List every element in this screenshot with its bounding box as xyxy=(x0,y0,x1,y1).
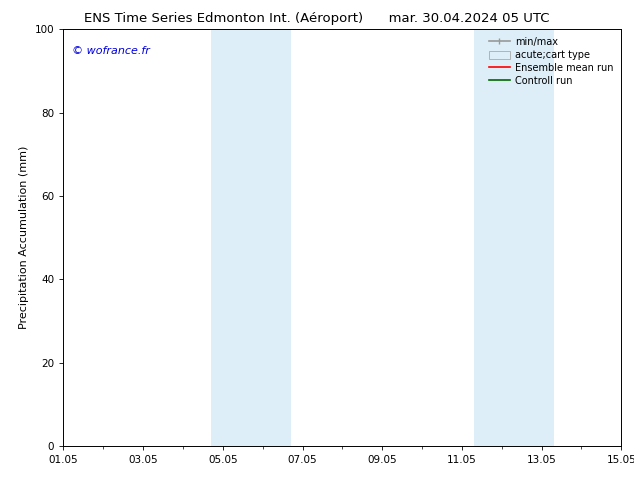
Text: ENS Time Series Edmonton Int. (Aéroport)      mar. 30.04.2024 05 UTC: ENS Time Series Edmonton Int. (Aéroport)… xyxy=(84,12,550,25)
Y-axis label: Precipitation Accumulation (mm): Precipitation Accumulation (mm) xyxy=(19,146,29,329)
Bar xyxy=(211,29,290,446)
Legend: min/max, acute;cart type, Ensemble mean run, Controll run: min/max, acute;cart type, Ensemble mean … xyxy=(486,34,616,89)
Bar xyxy=(474,29,553,446)
Text: © wofrance.fr: © wofrance.fr xyxy=(72,46,150,56)
